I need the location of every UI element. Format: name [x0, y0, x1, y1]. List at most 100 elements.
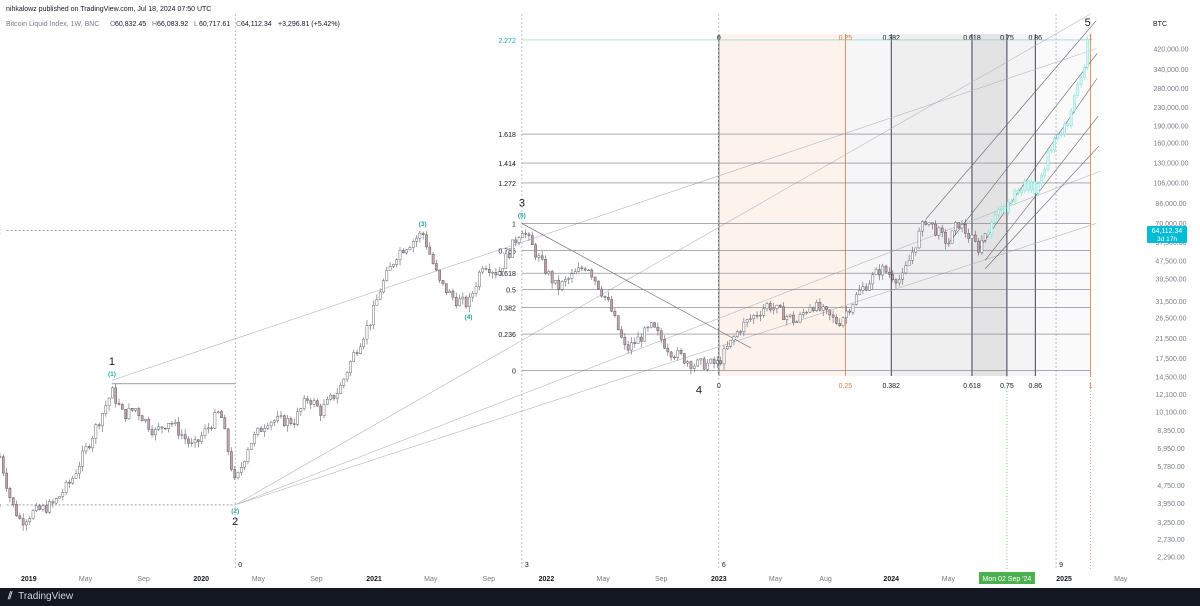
- candle-body: [58, 496, 61, 499]
- candle-body: [140, 415, 144, 422]
- candle-body: [471, 292, 475, 298]
- candle-body: [425, 234, 428, 248]
- candle-body: [2, 456, 5, 474]
- candle-body: [831, 314, 835, 318]
- candle-body: [309, 400, 313, 405]
- candle-body: [904, 265, 908, 274]
- candle-body: [954, 222, 957, 232]
- candle-body: [811, 307, 815, 312]
- candle-body: [709, 358, 713, 364]
- candle-body: [597, 280, 600, 290]
- candle-body: [87, 446, 91, 449]
- fib-ext-level-label: 2.272: [0, 229, 1, 236]
- candle-body: [957, 222, 961, 229]
- candle-body: [497, 271, 501, 276]
- price-axis-tick: 340,000.00: [1153, 67, 1188, 74]
- candle-body: [134, 408, 137, 411]
- candle-body: [623, 336, 627, 345]
- candle-body: [193, 439, 197, 444]
- candle-body: [124, 409, 127, 420]
- projection-body: [1006, 201, 1010, 213]
- candle-body: [626, 344, 630, 351]
- candle-body: [474, 286, 478, 294]
- candle-body: [699, 358, 703, 361]
- candle-body: [283, 415, 286, 427]
- candle-body: [732, 336, 736, 341]
- fib-retracement-label: 0.618: [498, 271, 516, 278]
- candle-body: [362, 338, 365, 348]
- tradingview-brand[interactable]: ⫽ TradingView: [8, 591, 73, 602]
- candle-body: [719, 360, 723, 365]
- time-axis-tick: May: [1114, 576, 1128, 583]
- candle-body: [111, 387, 114, 399]
- fib-retracement-label: 0: [512, 368, 516, 375]
- price-axis-tick: 280,000.00: [1153, 86, 1188, 93]
- candle-body: [633, 342, 637, 344]
- candle-body: [696, 359, 699, 367]
- pitchfork-line: [978, 78, 1098, 249]
- projection-body: [1059, 133, 1063, 136]
- candle-body: [385, 269, 389, 281]
- candle-body: [25, 521, 28, 526]
- candle-body: [206, 427, 210, 430]
- candle-body: [378, 291, 382, 300]
- candle-body: [388, 266, 392, 271]
- time-axis-tick: Sep: [310, 576, 323, 583]
- candle-body: [854, 294, 858, 305]
- time-axis-tick: Sep: [137, 576, 150, 583]
- ohlc-key: H: [152, 21, 157, 28]
- wave-label-primary: 2: [232, 516, 238, 528]
- candle-body: [230, 451, 233, 470]
- fib-retracement-label: 1: [512, 221, 516, 228]
- channel-line: [235, 13, 1091, 506]
- projection-body: [1049, 149, 1053, 152]
- candle-body: [395, 259, 399, 265]
- price-chart[interactable]: 0 0 0.25 0.25 0.382 0.382 0.618 0.618 0.75 0.75 0.…: [0, 0, 1200, 588]
- candle-body: [35, 505, 38, 511]
- projection-body: [997, 209, 1000, 216]
- candle-body: [405, 249, 408, 254]
- wave-label-primary: 4: [696, 385, 702, 397]
- candle-body: [716, 360, 719, 364]
- candle-body: [888, 271, 891, 275]
- candle-body: [577, 267, 580, 272]
- cycle-marker-label: 3: [525, 562, 529, 569]
- price-axis-tick: 190,000.00: [1153, 124, 1188, 131]
- time-zone-label-bottom: 0.618: [963, 383, 981, 390]
- fib-time-zone-band: [1006, 34, 1036, 376]
- candle-body: [210, 427, 213, 429]
- candle-body: [18, 515, 22, 519]
- fib-ext-2-label: 1.618: [498, 132, 516, 139]
- candle-body: [41, 505, 45, 510]
- candle-body: [759, 315, 762, 317]
- price-axis-tick: 3,950.00: [1157, 501, 1184, 508]
- currency-label: BTC: [1153, 21, 1167, 28]
- time-axis-tick: May: [596, 576, 610, 583]
- wave-label-primary: 1: [109, 356, 115, 368]
- time-zone-label-bottom: 0.86: [1028, 383, 1042, 390]
- ohlc-key: C: [236, 21, 241, 28]
- candle-body: [891, 274, 894, 280]
- fib-ext-level-label: 0: [0, 503, 1, 510]
- candle-body: [934, 223, 937, 236]
- candle-body: [312, 400, 316, 405]
- projection-body: [1056, 134, 1060, 139]
- candle-body: [355, 352, 359, 354]
- candle-body: [64, 481, 68, 493]
- candle-body: [676, 350, 680, 358]
- candle-body: [778, 304, 782, 307]
- price-axis-tick: 31,500.00: [1155, 299, 1186, 306]
- candle-body: [150, 429, 154, 436]
- candle-body: [382, 280, 385, 293]
- candle-body: [795, 321, 799, 324]
- candle-body: [316, 400, 319, 407]
- candle-body: [673, 356, 676, 359]
- fib-time-zone-band: [1035, 34, 1091, 376]
- candle-body: [788, 314, 792, 317]
- time-axis-tick: 2019: [21, 576, 37, 583]
- candle-body: [828, 309, 832, 316]
- cycle-marker-label: 6: [722, 562, 726, 569]
- candle-body: [921, 221, 924, 232]
- candle-body: [805, 311, 808, 314]
